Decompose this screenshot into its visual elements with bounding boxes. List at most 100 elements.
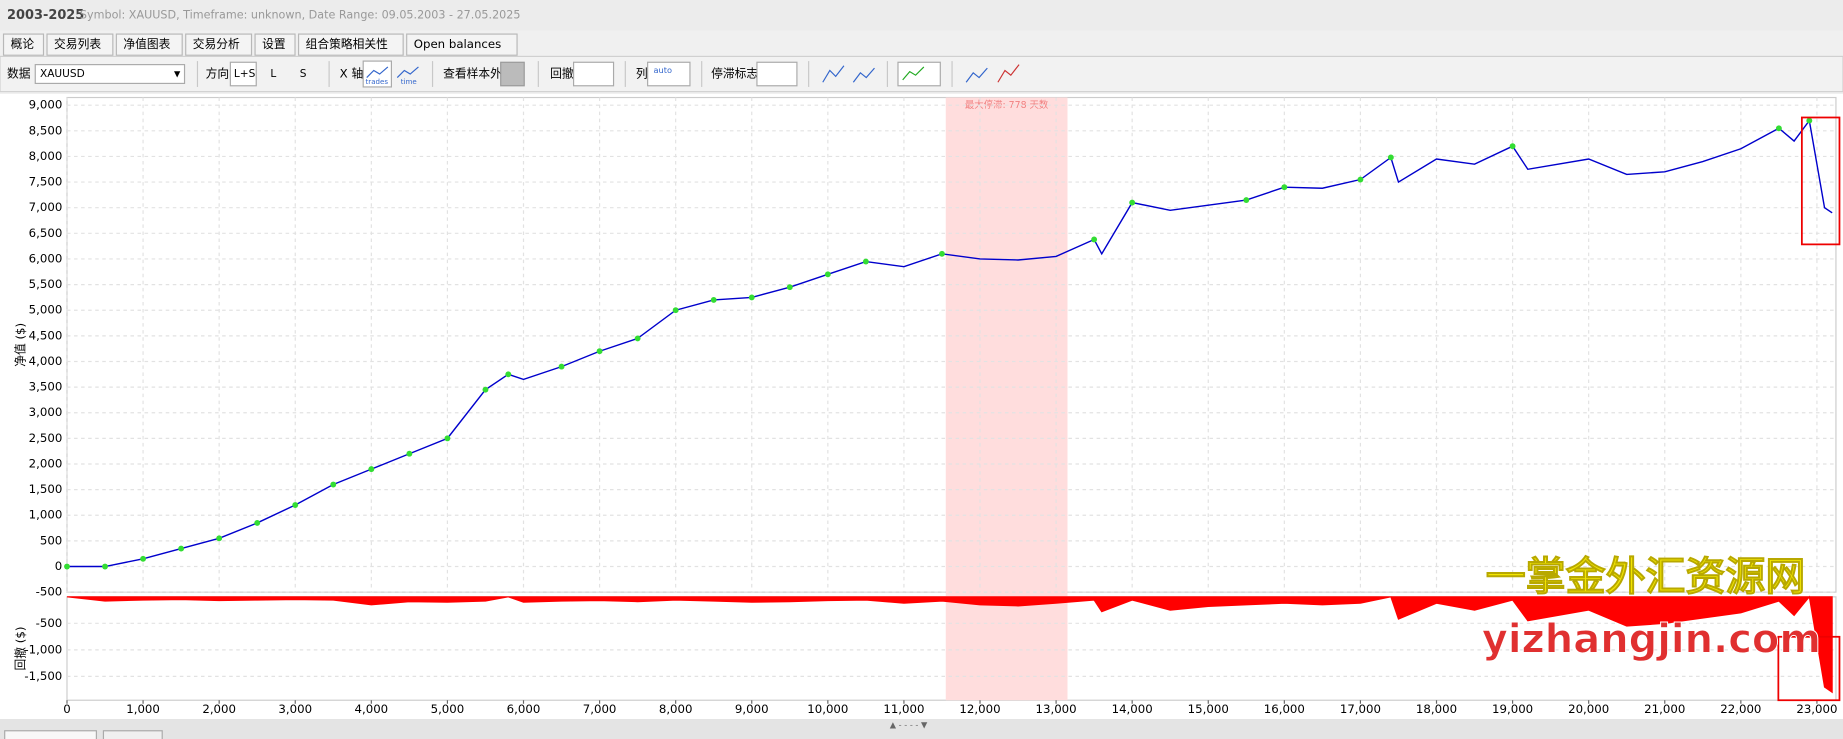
tab-label[interactable]: 交易列表 bbox=[54, 37, 101, 51]
drawdown-y-tick-label: -1,000 bbox=[24, 642, 62, 656]
x-tick-label: 12,000 bbox=[959, 702, 1000, 716]
x-tick-label: 5,000 bbox=[431, 702, 465, 716]
columns-select[interactable] bbox=[647, 61, 691, 87]
bottom-bar bbox=[0, 719, 1843, 739]
new-high-marker bbox=[254, 520, 261, 526]
tab-bar: 概论 交易列表 净值图表 交易分析 设置 组合策略相关性 Open balances bbox=[2, 33, 518, 56]
out-of-sample-label: 查看样本外 bbox=[443, 67, 502, 81]
y-tick-label: 3,000 bbox=[29, 405, 63, 419]
direction-ls-button[interactable] bbox=[229, 61, 257, 87]
drawdown-y-tick-label: -1,500 bbox=[24, 669, 62, 683]
highlight-box bbox=[1800, 116, 1841, 246]
chart-style-select[interactable] bbox=[897, 61, 941, 87]
stagnation-select[interactable] bbox=[756, 61, 798, 87]
new-high-marker bbox=[939, 250, 945, 257]
new-high-marker bbox=[140, 555, 147, 562]
bottom-tab[interactable] bbox=[4, 730, 97, 739]
chart: 最大停滞: 778 天数-50005001,0001,5002,0002,500… bbox=[14, 96, 1841, 716]
tab[interactable] bbox=[2, 33, 45, 56]
y-tick-label: 8,000 bbox=[29, 149, 63, 163]
drawdown-y-tick-label: -500 bbox=[36, 616, 63, 630]
x-tick-label: 15,000 bbox=[1188, 702, 1229, 716]
direction-ls[interactable]: L+S bbox=[234, 68, 256, 80]
new-high-marker bbox=[1387, 154, 1394, 161]
new-high-marker bbox=[596, 348, 603, 355]
x-tick-label: 1,000 bbox=[126, 702, 160, 716]
chart-icon[interactable] bbox=[965, 67, 988, 83]
new-high-marker bbox=[64, 563, 70, 570]
tab[interactable] bbox=[254, 33, 296, 56]
x-trades[interactable]: trades bbox=[366, 77, 389, 86]
tab-label[interactable]: 组合策略相关性 bbox=[306, 37, 389, 51]
new-high-marker bbox=[292, 502, 299, 508]
x-trades-button[interactable] bbox=[362, 60, 392, 88]
new-high-marker bbox=[748, 294, 755, 301]
y-tick-label: 6,500 bbox=[29, 226, 63, 240]
x-axis-label: X 轴 bbox=[340, 67, 364, 81]
new-high-marker bbox=[505, 371, 512, 378]
new-high-marker bbox=[102, 563, 108, 570]
tab[interactable] bbox=[297, 33, 404, 56]
tab-label[interactable]: Open balances bbox=[414, 37, 502, 51]
highlight-box bbox=[1777, 635, 1841, 702]
dropdown-arrow: ▼ bbox=[174, 69, 181, 79]
x-tick-label: 7,000 bbox=[583, 702, 617, 716]
x-tick-label: 6,000 bbox=[507, 702, 541, 716]
new-high-marker bbox=[786, 284, 793, 291]
y-tick-label: 8,500 bbox=[29, 123, 63, 137]
out-of-sample-button[interactable] bbox=[500, 61, 525, 87]
tab-label[interactable]: 概论 bbox=[11, 37, 35, 51]
watermark: 一掌金外汇资源网 bbox=[1486, 554, 1806, 600]
x-tick-label: 19,000 bbox=[1492, 702, 1533, 716]
symbol-select[interactable] bbox=[34, 64, 186, 85]
stagnation-zone bbox=[945, 97, 1068, 701]
tab-label[interactable]: 净值图表 bbox=[123, 37, 170, 51]
tab[interactable] bbox=[115, 33, 183, 56]
new-high-marker bbox=[1775, 125, 1782, 132]
drawdown-toolbar-label: 回撤 bbox=[550, 67, 574, 81]
splitter-handle[interactable]: ▲ - - - - ▼ bbox=[890, 719, 928, 729]
icon bbox=[366, 66, 389, 78]
icon bbox=[902, 66, 925, 81]
window-title: 2003-2025 bbox=[7, 8, 84, 23]
new-high-marker bbox=[216, 535, 223, 542]
y-tick-label: 1,000 bbox=[29, 508, 63, 522]
y-tick-label: 5,500 bbox=[29, 277, 63, 291]
x-tick-label: 11,000 bbox=[883, 702, 924, 716]
x-tick-label: 13,000 bbox=[1036, 702, 1077, 716]
columns-label: 列 bbox=[636, 67, 648, 81]
chart-icon[interactable] bbox=[852, 67, 875, 83]
new-high-marker bbox=[862, 258, 869, 265]
tab[interactable] bbox=[406, 33, 518, 56]
new-high-marker bbox=[1243, 197, 1250, 203]
direction-l[interactable]: L bbox=[270, 68, 276, 80]
y-tick-label: 2,000 bbox=[29, 457, 63, 471]
watermark: yizhangjin.com bbox=[1482, 616, 1821, 662]
x-tick-label: 14,000 bbox=[1112, 702, 1153, 716]
columns-option: auto bbox=[654, 65, 673, 75]
direction-s[interactable]: S bbox=[300, 68, 307, 80]
y-tick-label: 3,500 bbox=[29, 380, 63, 394]
x-tick-label: 0 bbox=[63, 702, 70, 716]
chart-icon[interactable] bbox=[997, 64, 1020, 83]
x-tick-label: 18,000 bbox=[1416, 702, 1457, 716]
symbol-value: XAUUSD bbox=[40, 68, 85, 80]
tab-label[interactable]: 设置 bbox=[262, 37, 286, 51]
window-subtitle: Symbol: XAUUSD, Timeframe: unknown, Date… bbox=[80, 8, 521, 21]
bottom-tab[interactable] bbox=[102, 730, 163, 739]
tab[interactable] bbox=[46, 33, 114, 56]
icon bbox=[396, 66, 419, 78]
stagnation-label: 停滞标志 bbox=[711, 67, 758, 81]
x-tick-label: 3,000 bbox=[278, 702, 312, 716]
x-tick-label: 22,000 bbox=[1720, 702, 1761, 716]
x-time[interactable]: time bbox=[401, 77, 417, 86]
tab[interactable] bbox=[185, 33, 253, 56]
new-high-marker bbox=[1091, 236, 1098, 243]
y-tick-label: 7,500 bbox=[29, 175, 63, 189]
tab-label[interactable]: 交易分析 bbox=[193, 37, 240, 51]
chart-icon[interactable] bbox=[822, 65, 845, 83]
drawdown-select[interactable] bbox=[572, 61, 615, 87]
y-tick-label: 2,500 bbox=[29, 431, 63, 445]
x-tick-label: 20,000 bbox=[1568, 702, 1609, 716]
